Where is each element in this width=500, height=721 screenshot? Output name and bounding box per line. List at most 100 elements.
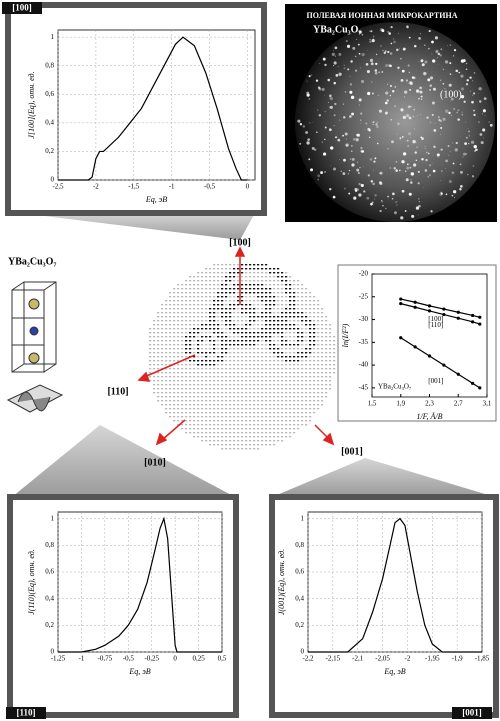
atom-dot [285,364,288,366]
speckle [439,54,442,57]
atom-dot [173,340,176,342]
atom-dot [249,288,252,290]
atom-dot [153,356,156,358]
atom-dot [293,316,296,318]
atom-dot [261,344,264,346]
atom-dot [185,432,188,434]
atom-dot [321,308,324,310]
speckle [389,167,391,169]
data-point [427,354,432,358]
atom-dot [289,336,292,338]
atom-dot [189,332,192,334]
atom-dot [269,364,272,366]
atom-dot [333,356,336,358]
atom-dot [297,408,300,410]
atom-dot [261,284,264,286]
atom-dot [189,408,192,410]
atom-dot [221,272,224,274]
atom-dot [285,348,288,350]
atom-dot [297,368,300,370]
atom-dot [329,364,332,366]
atom-dot [273,300,276,302]
atom-dot [293,400,296,402]
atom-dot [301,288,304,290]
atom-dot [225,380,228,382]
x-tick-label: -2 [405,655,411,663]
atom-dot [225,328,228,330]
atom-dot [209,404,212,406]
atom-dot [317,348,320,350]
atom-dot [257,340,260,342]
direction-arrows [137,246,335,446]
speckle [389,95,391,97]
atom-dot [221,340,224,342]
atom-dot [225,420,228,422]
atom-dot [261,432,264,434]
speckle [413,44,417,48]
atom-dot [269,432,272,434]
atom-dot [285,376,288,378]
atom-dot [197,348,200,350]
atom-dot [261,320,264,322]
atom-dot [193,300,196,302]
atom-dot [185,412,188,414]
atom-dot [261,416,264,418]
atom-dot [165,320,168,322]
atom-dot [269,304,272,306]
x-tick-label: -0,25 [144,655,159,663]
speckle [318,114,322,117]
speckle [360,119,362,121]
atom-dot [193,424,196,426]
atom-dot [249,316,252,318]
speckle [324,126,327,129]
atom-dot [197,404,200,406]
atom-dot [257,368,260,370]
atom-dot [213,380,216,382]
atom-dot [221,372,224,374]
atom-dot [169,308,172,310]
speckle [390,26,393,29]
atom-dot [205,356,208,358]
atom-dot [169,388,172,390]
atom-dot [241,380,244,382]
atom-dot [201,304,204,306]
speckle [356,161,359,164]
atom-dot [325,384,328,386]
atom-dot [189,324,192,326]
atom-dot [285,352,288,354]
atom-dot [253,344,256,346]
atom-dot [253,320,256,322]
atom-dot [281,420,284,422]
atom-dot [293,380,296,382]
atom-dot [277,320,280,322]
atom-dot [229,400,232,402]
y-tick-label: -30 [359,315,369,323]
atom-dot [221,308,224,310]
y-tick-label: -45 [359,383,369,391]
y-tick-label: 0,6 [45,90,54,98]
atom-dot [225,388,228,390]
atom-dot [165,316,168,318]
atom-dot [325,368,328,370]
atom-dot [233,448,236,450]
atom-dot [273,348,276,350]
atom-dot [237,316,240,318]
atom-dot [193,396,196,398]
atom-dot [221,320,224,322]
atom-dot [165,300,168,302]
atom-dot [153,360,156,362]
y-tick-label: 0,4 [45,594,54,602]
atom-dot [233,440,236,442]
atom-dot [301,424,304,426]
speckle [440,192,443,195]
atom-dot [209,272,212,274]
atom-dot [313,336,316,338]
atom-dot [181,416,184,418]
atom-dot [209,312,212,314]
x-tick-label: -2 [93,183,99,191]
atom-dot [293,396,296,398]
speckle [378,71,381,74]
atom-dot [193,416,196,418]
atom-dot [217,284,220,286]
atom-dot [209,392,212,394]
